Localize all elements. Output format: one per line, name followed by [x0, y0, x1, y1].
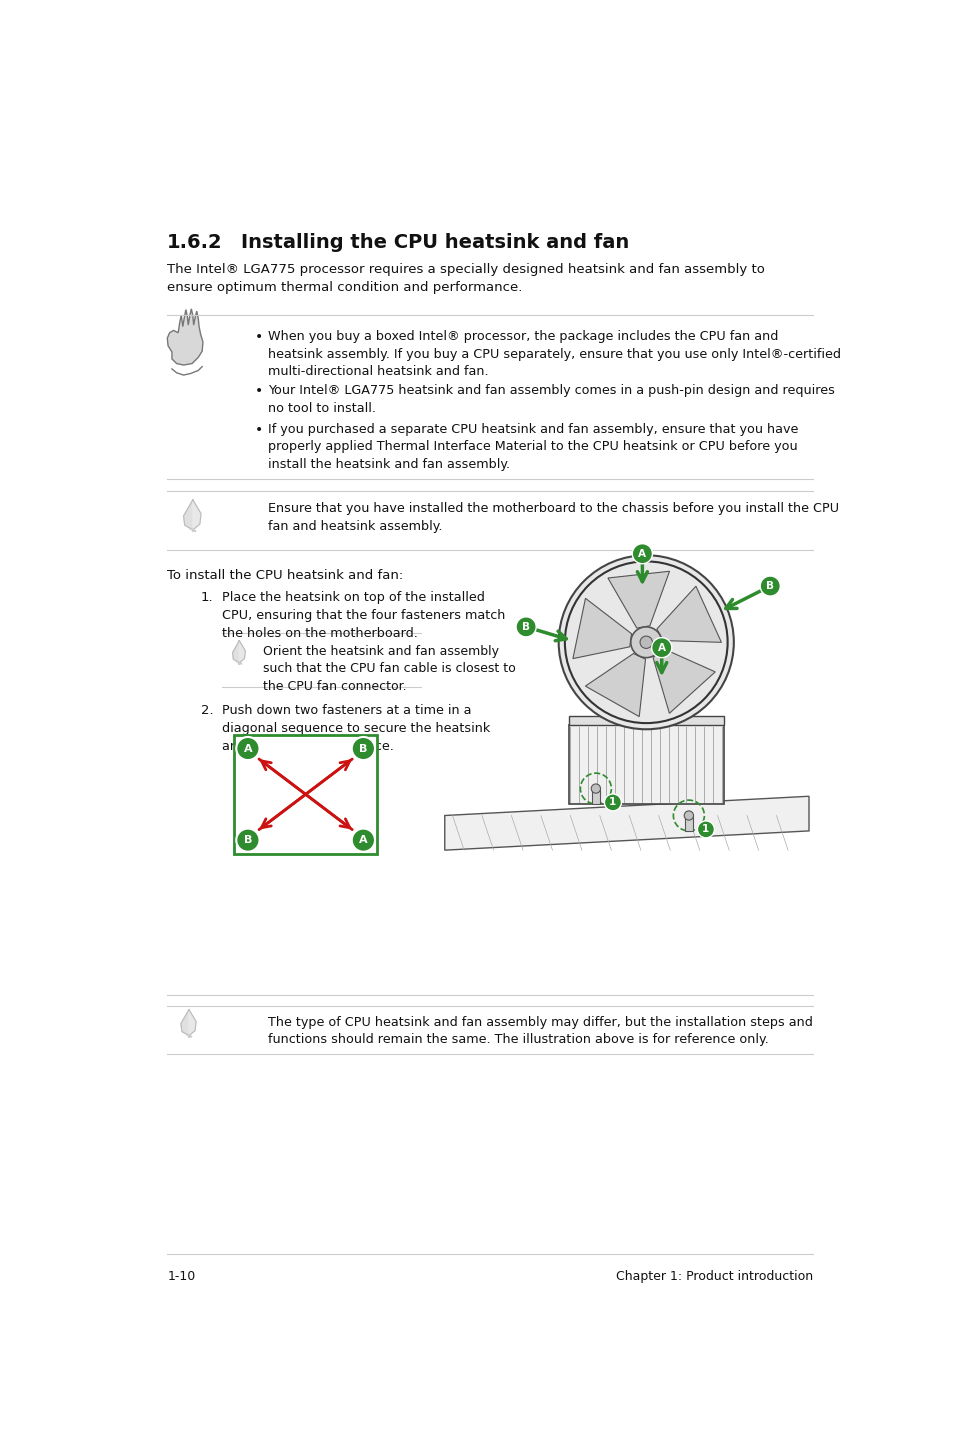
Circle shape — [516, 617, 536, 637]
Text: Place the heatsink on top of the installed
CPU, ensuring that the four fasteners: Place the heatsink on top of the install… — [221, 591, 504, 640]
Text: 1.6.2: 1.6.2 — [167, 233, 223, 252]
Text: If you purchased a separate CPU heatsink and fan assembly, ensure that you have
: If you purchased a separate CPU heatsink… — [268, 423, 798, 470]
Text: Installing the CPU heatsink and fan: Installing the CPU heatsink and fan — [241, 233, 629, 252]
Polygon shape — [653, 649, 715, 713]
Polygon shape — [167, 309, 203, 365]
Text: •: • — [254, 423, 263, 437]
Circle shape — [352, 828, 375, 851]
Text: B: B — [765, 581, 774, 591]
Text: Chapter 1: Product introduction: Chapter 1: Product introduction — [615, 1270, 812, 1283]
Polygon shape — [573, 598, 631, 659]
Circle shape — [632, 544, 652, 564]
Text: 1: 1 — [609, 798, 616, 807]
Text: B: B — [359, 743, 367, 754]
Text: B: B — [521, 621, 530, 631]
Circle shape — [683, 811, 693, 820]
Text: B: B — [243, 835, 252, 846]
Circle shape — [697, 821, 714, 838]
Circle shape — [651, 637, 671, 657]
Text: The Intel® LGA775 processor requires a specially designed heatsink and fan assem: The Intel® LGA775 processor requires a s… — [167, 263, 764, 295]
Text: To install the CPU heatsink and fan:: To install the CPU heatsink and fan: — [167, 569, 403, 582]
Text: The type of CPU heatsink and fan assembly may differ, but the installation steps: The type of CPU heatsink and fan assembl… — [268, 1015, 812, 1047]
Polygon shape — [181, 1009, 189, 1035]
Text: A: A — [638, 549, 646, 559]
Circle shape — [604, 794, 620, 811]
Text: A: A — [243, 743, 252, 754]
Text: •: • — [254, 331, 263, 345]
Polygon shape — [183, 500, 193, 529]
Circle shape — [352, 736, 375, 761]
Text: Push down two fasteners at a time in a
diagonal sequence to secure the heatsink
: Push down two fasteners at a time in a d… — [221, 703, 489, 754]
Text: Your Intel® LGA775 heatsink and fan assembly comes in a push-pin design and requ: Your Intel® LGA775 heatsink and fan asse… — [268, 384, 834, 414]
Bar — [568, 716, 723, 725]
Circle shape — [236, 828, 259, 851]
Text: •: • — [254, 384, 263, 398]
Bar — [684, 815, 692, 831]
Text: 1: 1 — [701, 824, 709, 834]
Text: Ensure that you have installed the motherboard to the chassis before you install: Ensure that you have installed the mothe… — [268, 502, 839, 532]
Circle shape — [639, 636, 652, 649]
Polygon shape — [657, 587, 720, 643]
Polygon shape — [193, 500, 201, 529]
Polygon shape — [444, 797, 808, 850]
Text: A: A — [358, 835, 367, 846]
Text: A: A — [657, 643, 665, 653]
Polygon shape — [239, 641, 245, 663]
Bar — [233, 735, 377, 854]
Circle shape — [558, 555, 733, 729]
Text: 1.: 1. — [200, 591, 213, 604]
Polygon shape — [233, 641, 239, 663]
Circle shape — [236, 736, 259, 761]
Polygon shape — [607, 571, 669, 628]
Circle shape — [630, 627, 661, 657]
Text: Orient the heatsink and fan assembly
such that the CPU fan cable is closest to
t: Orient the heatsink and fan assembly suc… — [262, 644, 515, 693]
Bar — [568, 725, 723, 804]
Text: 2.: 2. — [200, 703, 213, 718]
Polygon shape — [585, 653, 645, 716]
Circle shape — [591, 784, 599, 794]
Polygon shape — [189, 1009, 196, 1035]
Text: 1-10: 1-10 — [167, 1270, 195, 1283]
Text: When you buy a boxed Intel® processor, the package includes the CPU fan and
heat: When you buy a boxed Intel® processor, t… — [268, 331, 841, 378]
Bar — [592, 788, 599, 804]
Circle shape — [760, 577, 780, 597]
